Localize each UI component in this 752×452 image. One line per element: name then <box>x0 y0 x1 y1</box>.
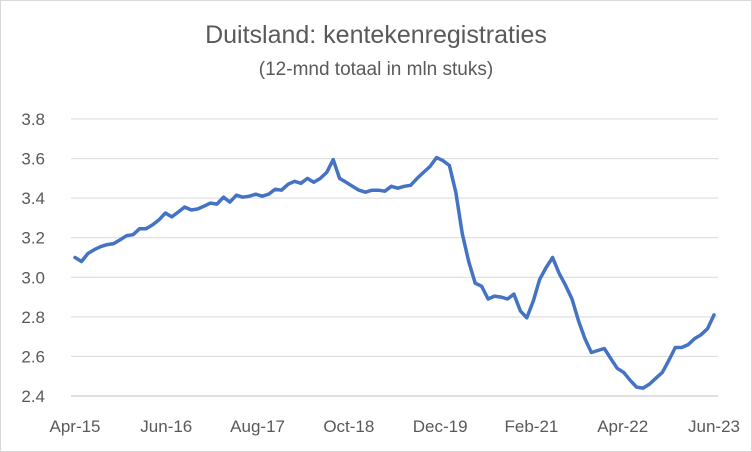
x-tick-label: Jun-23 <box>688 417 740 436</box>
y-tick-label: 3.8 <box>21 110 45 129</box>
x-tick-label: Jun-16 <box>140 417 192 436</box>
y-tick-label: 2.6 <box>21 347 45 366</box>
y-tick-label: 2.8 <box>21 308 45 327</box>
chart-subtitle: (12-mnd totaal in mln stuks) <box>258 59 494 80</box>
x-tick-label: Feb-21 <box>504 417 558 436</box>
gridlines <box>71 118 718 357</box>
x-axis-tick-labels: Apr-15 Jun-16 Aug-17 Oct-18 Dec-19 Feb-21 Apr-… <box>49 417 740 436</box>
y-tick-label: 3.2 <box>21 229 45 248</box>
y-tick-label: 2.4 <box>21 387 45 406</box>
series-line <box>73 155 716 390</box>
x-tick-label: Apr-15 <box>49 417 100 436</box>
y-tick-label: 3.0 <box>21 268 45 287</box>
y-axis-tick-labels: 2.4 2.6 2.8 3.0 3.2 3.4 3.6 3.8 <box>21 110 45 406</box>
x-tick-label: Apr-22 <box>597 417 648 436</box>
x-tick-label: Oct-18 <box>323 417 374 436</box>
x-tick-label: Aug-17 <box>230 417 285 436</box>
x-tick-label: Dec-19 <box>413 417 468 436</box>
y-tick-label: 3.6 <box>21 150 45 169</box>
chart-title: Duitsland: kentekenregistraties <box>205 21 547 49</box>
y-tick-label: 3.4 <box>21 189 45 208</box>
